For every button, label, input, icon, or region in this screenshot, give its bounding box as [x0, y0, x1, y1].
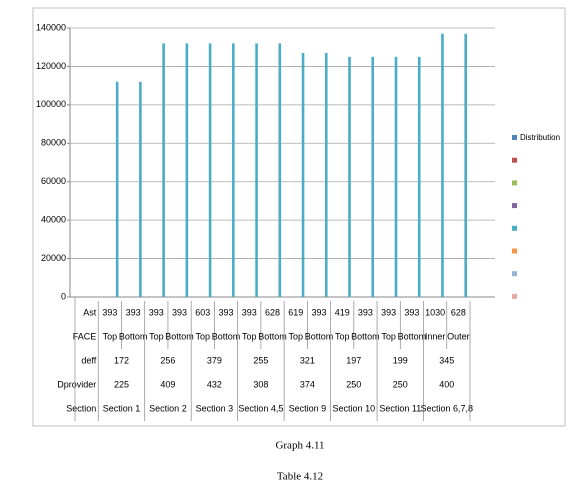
- bar: [208, 43, 212, 297]
- bar: [348, 56, 351, 298]
- table-cell: 400: [439, 379, 454, 389]
- table-row-label: deff: [81, 355, 96, 365]
- bar: [441, 33, 444, 298]
- table-cell: 393: [381, 307, 396, 317]
- y-tick-label: 100000: [36, 99, 66, 109]
- table-cell: 393: [242, 307, 257, 317]
- bar: [115, 81, 119, 297]
- chart-frame: [32, 7, 566, 427]
- table-cell: 172: [114, 355, 129, 365]
- table-cell: 379: [207, 355, 222, 365]
- legend-swatch: [512, 203, 517, 209]
- table-cell: 628: [451, 307, 466, 317]
- table-row-label: FACE: [73, 331, 97, 341]
- table-cell: Top: [288, 331, 303, 341]
- table-cell: 628: [265, 307, 280, 317]
- table-cell: Section 2: [149, 403, 187, 413]
- table-cell: 345: [439, 355, 454, 365]
- table-cell: Inner: [425, 331, 446, 341]
- table-cell: Section 11: [379, 403, 421, 413]
- legend-swatch: [512, 225, 517, 231]
- table-caption: Table 4.12: [277, 471, 323, 483]
- table-cell: Bottom: [119, 331, 148, 341]
- table-cell: 321: [300, 355, 315, 365]
- legend-swatch: [512, 135, 517, 140]
- table-cell: Bottom: [258, 331, 287, 341]
- y-tick-label: 20000: [41, 253, 66, 263]
- table-cell: 393: [358, 307, 373, 317]
- table-cell: 409: [160, 379, 175, 389]
- table-cell: 199: [393, 355, 408, 365]
- y-tick-label: 0: [61, 291, 66, 301]
- table-cell: 374: [300, 379, 315, 389]
- bar: [301, 52, 305, 297]
- table-cell: Bottom: [212, 331, 241, 341]
- bar: [278, 43, 282, 297]
- table-cell: 256: [160, 355, 175, 365]
- legend-swatch: [512, 293, 517, 299]
- table-cell: 250: [346, 379, 361, 389]
- table-cell: 225: [114, 379, 129, 389]
- bar: [139, 81, 142, 297]
- y-tick-label: 80000: [41, 138, 66, 148]
- table-cell: Top: [149, 331, 164, 341]
- table-cell: 1030: [425, 307, 445, 317]
- table-cell: 393: [404, 307, 419, 317]
- table-cell: 619: [288, 307, 303, 317]
- table-cell: Top: [103, 331, 118, 341]
- bar: [255, 43, 258, 297]
- table-row-label: Ast: [83, 307, 97, 317]
- table-cell: Top: [242, 331, 257, 341]
- legend-swatch: [512, 271, 517, 277]
- table-cell: Bottom: [398, 331, 427, 341]
- table-cell: Top: [381, 331, 396, 341]
- table-cell: Top: [335, 331, 350, 341]
- graph-caption: Graph 4.11: [275, 440, 324, 452]
- bar: [394, 56, 398, 298]
- table-cell: 308: [253, 379, 268, 389]
- table-cell: 197: [346, 355, 361, 365]
- table-cell: Outer: [447, 331, 470, 341]
- table-cell: 419: [335, 307, 350, 317]
- y-tick-label: 140000: [36, 22, 66, 32]
- table-cell: 250: [393, 379, 408, 389]
- table-cell: 432: [207, 379, 222, 389]
- bar: [417, 56, 421, 298]
- table-row-label: Section: [66, 403, 96, 413]
- table-cell: 393: [126, 307, 141, 317]
- table-cell: Bottom: [165, 331, 194, 341]
- table-cell: 603: [195, 307, 210, 317]
- table-cell: Top: [196, 331, 211, 341]
- table-cell: 393: [172, 307, 187, 317]
- table-row-label: Dprovider: [57, 379, 96, 389]
- y-tick-label: 40000: [41, 215, 66, 225]
- legend-swatch: [512, 157, 517, 163]
- y-tick-label: 120000: [36, 61, 66, 71]
- table-cell: 393: [149, 307, 164, 317]
- table-cell: Section 9: [289, 403, 327, 413]
- table-cell: 393: [311, 307, 326, 317]
- table-cell: Bottom: [351, 331, 380, 341]
- table-cell: Bottom: [305, 331, 334, 341]
- table-cell: Section 10: [333, 403, 376, 413]
- table-cell: Section 1: [103, 403, 141, 413]
- table-cell: Section 4,5: [238, 403, 283, 413]
- table-cell: Section 6,7,8: [420, 403, 473, 413]
- y-tick-label: 60000: [41, 176, 66, 186]
- bar: [324, 52, 328, 297]
- table-cell: 393: [102, 307, 117, 317]
- legend-label: Distribution: [520, 133, 560, 142]
- bar: [162, 43, 165, 297]
- table-cell: 393: [219, 307, 234, 317]
- bar: [232, 43, 235, 297]
- bar: [185, 43, 189, 297]
- legend-swatch: [512, 180, 517, 186]
- legend-swatch: [512, 248, 517, 254]
- bar: [371, 56, 375, 298]
- bar: [464, 33, 467, 298]
- table-cell: 255: [253, 355, 268, 365]
- table-cell: Section 3: [196, 403, 234, 413]
